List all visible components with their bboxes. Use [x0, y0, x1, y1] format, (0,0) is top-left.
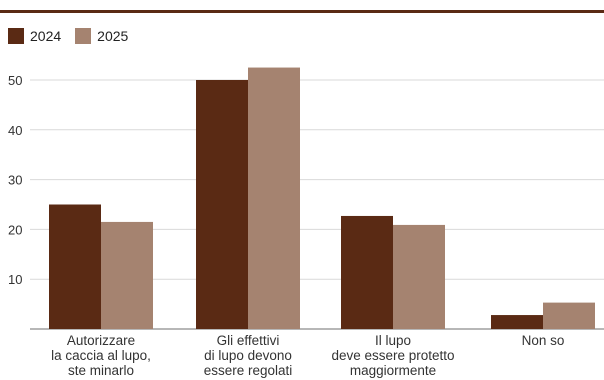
y-tick-label-40: 40	[8, 123, 22, 138]
x-category-label-0: Autorizzare la caccia al lupo, ste minarlo	[51, 333, 151, 378]
legend-item-2025: 2025	[75, 28, 128, 44]
y-tick-label-10: 10	[8, 272, 22, 287]
x-category-label-1-line-1: di lupo devono	[204, 348, 292, 363]
bar-2025-cat3	[543, 302, 595, 329]
bar-2025-cat0	[101, 221, 153, 329]
bar-2025-cat2	[393, 224, 445, 329]
x-category-label-2-line-2: maggiormente	[350, 363, 436, 378]
legend-item-2024: 2024	[8, 28, 61, 44]
x-category-label-1: Gli effettivi di lupo devono essere regola…	[204, 333, 293, 378]
y-tick-label-30: 30	[8, 173, 22, 188]
bar-2024-cat0	[49, 204, 101, 329]
x-category-label-2: Il lupo deve essere protetto maggiormente	[331, 333, 454, 378]
x-category-label-1-line-2: essere regolati	[204, 363, 293, 378]
legend-label-2024: 2024	[30, 28, 62, 44]
legend-swatch-2025	[75, 28, 92, 44]
legend: 2024 2025	[8, 28, 128, 44]
bar-2024-cat2	[341, 215, 393, 329]
x-category-label-3: Non so	[522, 333, 565, 348]
top-rule	[0, 10, 604, 13]
legend-swatch-2024	[8, 28, 24, 44]
bar-2024-cat3	[491, 315, 543, 329]
bar-2024-cat1	[196, 80, 248, 329]
x-category-label-2-line-0: Il lupo	[375, 333, 411, 348]
y-tick-label-20: 20	[8, 222, 22, 237]
legend-label-2025: 2025	[97, 28, 129, 44]
x-category-label-0-line-1: la caccia al lupo,	[51, 348, 151, 363]
x-category-label-0-line-0: Autorizzare	[67, 333, 135, 348]
x-category-label-1-line-0: Gli effettivi	[217, 333, 280, 348]
x-category-label-3-line-0: Non so	[522, 333, 565, 348]
x-category-label-2-line-1: deve essere protetto	[331, 348, 454, 363]
bar-2025-cat1	[248, 67, 300, 330]
y-tick-label-50: 50	[8, 73, 22, 88]
x-category-label-0-line-2: ste minarlo	[68, 363, 134, 378]
